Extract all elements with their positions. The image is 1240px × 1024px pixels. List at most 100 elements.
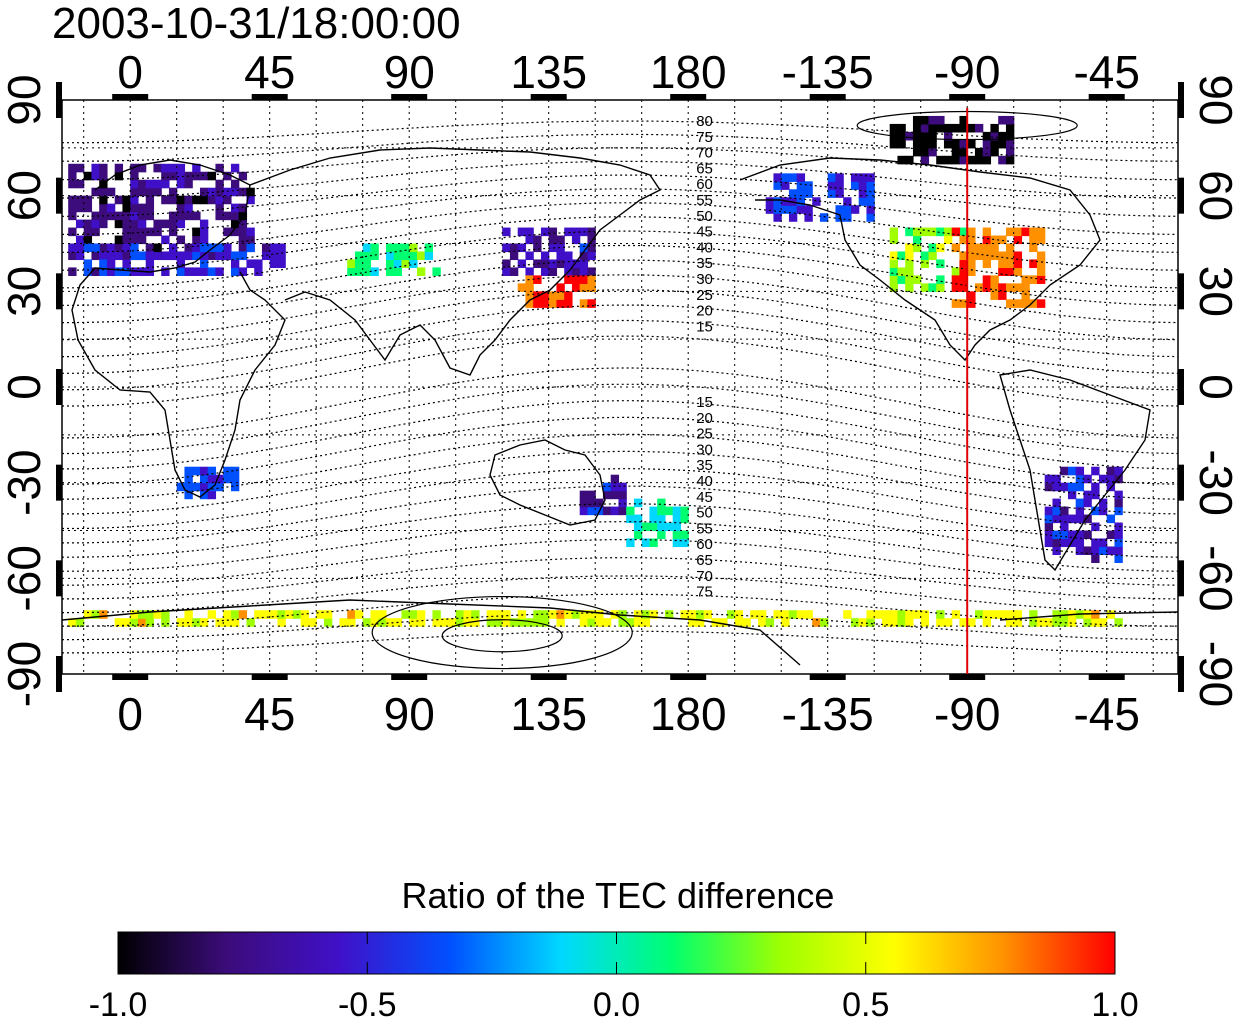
mlat-contour (62, 259, 1178, 324)
tec-cell (556, 283, 565, 292)
tec-cell (184, 267, 193, 276)
tec-cell (1021, 275, 1030, 284)
tec-cell (91, 219, 100, 229)
mlat-label-north: 30 (696, 271, 713, 288)
tec-cell (153, 163, 162, 173)
tec-cell (1029, 259, 1038, 269)
tec-cell (889, 139, 899, 149)
lon-tick-top (949, 94, 986, 100)
tec-cell (905, 259, 914, 269)
colorbar-tick-label: -0.5 (338, 986, 397, 1024)
tec-cell (145, 243, 155, 253)
tec-cell (680, 506, 689, 516)
tec-cell (130, 267, 139, 276)
tec-cell (564, 291, 573, 300)
tec-cell (199, 482, 209, 492)
tec-cell (1091, 466, 1100, 476)
lat-label-right: 0 (1190, 374, 1240, 400)
colorbar-ticks: -1.0 -0.5 0.0 0.5 1.0 (89, 932, 1139, 1024)
lat-label-right: 30 (1190, 266, 1240, 317)
tec-cell (1044, 618, 1054, 627)
tec-cell (1114, 554, 1123, 563)
lon-label-bottom: -90 (934, 688, 1000, 740)
lon-label-bottom: 0 (117, 688, 143, 740)
tec-cell (1052, 514, 1061, 524)
tec-cell (91, 187, 100, 197)
tec-cell (230, 482, 240, 492)
tec-cell (951, 227, 961, 237)
tec-cell (672, 514, 682, 524)
tec-cell (610, 482, 620, 492)
tec-cell (649, 506, 658, 516)
tec-cell (99, 195, 108, 205)
lat-label-left: -30 (0, 449, 50, 515)
tec-cell (1075, 482, 1085, 492)
tec-cell (610, 506, 620, 516)
tec-cell (827, 181, 837, 190)
tec-cell (354, 610, 364, 619)
tec-cell (192, 243, 201, 253)
tec-cell (137, 211, 147, 221)
tec-cell (1083, 530, 1092, 540)
mlat-label-south: 30 (696, 441, 713, 458)
tec-cell (362, 259, 372, 269)
tec-cell (137, 179, 147, 189)
tec-cell (533, 259, 542, 269)
lat-tick-left (56, 273, 62, 310)
lon-label-top: -135 (782, 46, 874, 98)
tec-cell (486, 618, 496, 627)
tec-cell (796, 610, 806, 619)
tec-cell (1106, 610, 1116, 619)
tec-cell (990, 291, 999, 300)
tec-cell (192, 171, 201, 181)
tec-cell (587, 243, 596, 253)
mlat-contour (62, 174, 1178, 217)
tec-cell (525, 267, 534, 276)
tec-cell (122, 219, 131, 229)
tec-cell (137, 187, 147, 197)
tec-cell (192, 466, 201, 476)
tec-cell (943, 123, 953, 133)
tec-cell (517, 227, 527, 237)
tec-cell (246, 618, 255, 627)
tec-cell (401, 251, 410, 261)
tec-cell (1091, 506, 1100, 516)
tec-cell (354, 251, 364, 261)
tec-cell (99, 203, 108, 213)
tec-cell (602, 506, 612, 516)
tec-cell (525, 235, 534, 245)
tec-cell (819, 618, 829, 627)
tec-cell (1114, 522, 1123, 532)
tec-cell (130, 610, 139, 619)
tec-cell (378, 610, 387, 619)
tec-cell (571, 259, 581, 269)
tec-cell (974, 123, 984, 133)
mlat-label-south: 40 (696, 473, 713, 490)
tec-cell (626, 538, 635, 548)
tec-cell (1052, 506, 1061, 516)
mlat-contour (62, 557, 1178, 600)
tec-cell (354, 259, 364, 269)
lon-label-top: 0 (117, 46, 143, 98)
tec-cell (858, 173, 868, 182)
lon-label-top: 90 (384, 46, 435, 98)
tec-cell (579, 506, 589, 516)
tec-cell (850, 205, 860, 214)
tec-cell (974, 610, 984, 619)
tec-cell (548, 227, 558, 237)
tec-cell (920, 283, 930, 292)
tec-cell (556, 251, 565, 261)
tec-cell (416, 618, 426, 627)
magnetic-latitude-contours (62, 110, 1178, 670)
tec-cell (564, 251, 573, 261)
tec-cell (83, 219, 93, 229)
tec-cell (897, 267, 906, 276)
tec-cell (230, 251, 240, 261)
tec-cell (401, 243, 410, 253)
tec-cell (137, 610, 147, 619)
tec-cell (602, 482, 612, 492)
tec-cell (633, 522, 643, 532)
tec-cell (168, 251, 178, 261)
tec-cell (905, 267, 914, 276)
tec-cell (68, 227, 77, 237)
